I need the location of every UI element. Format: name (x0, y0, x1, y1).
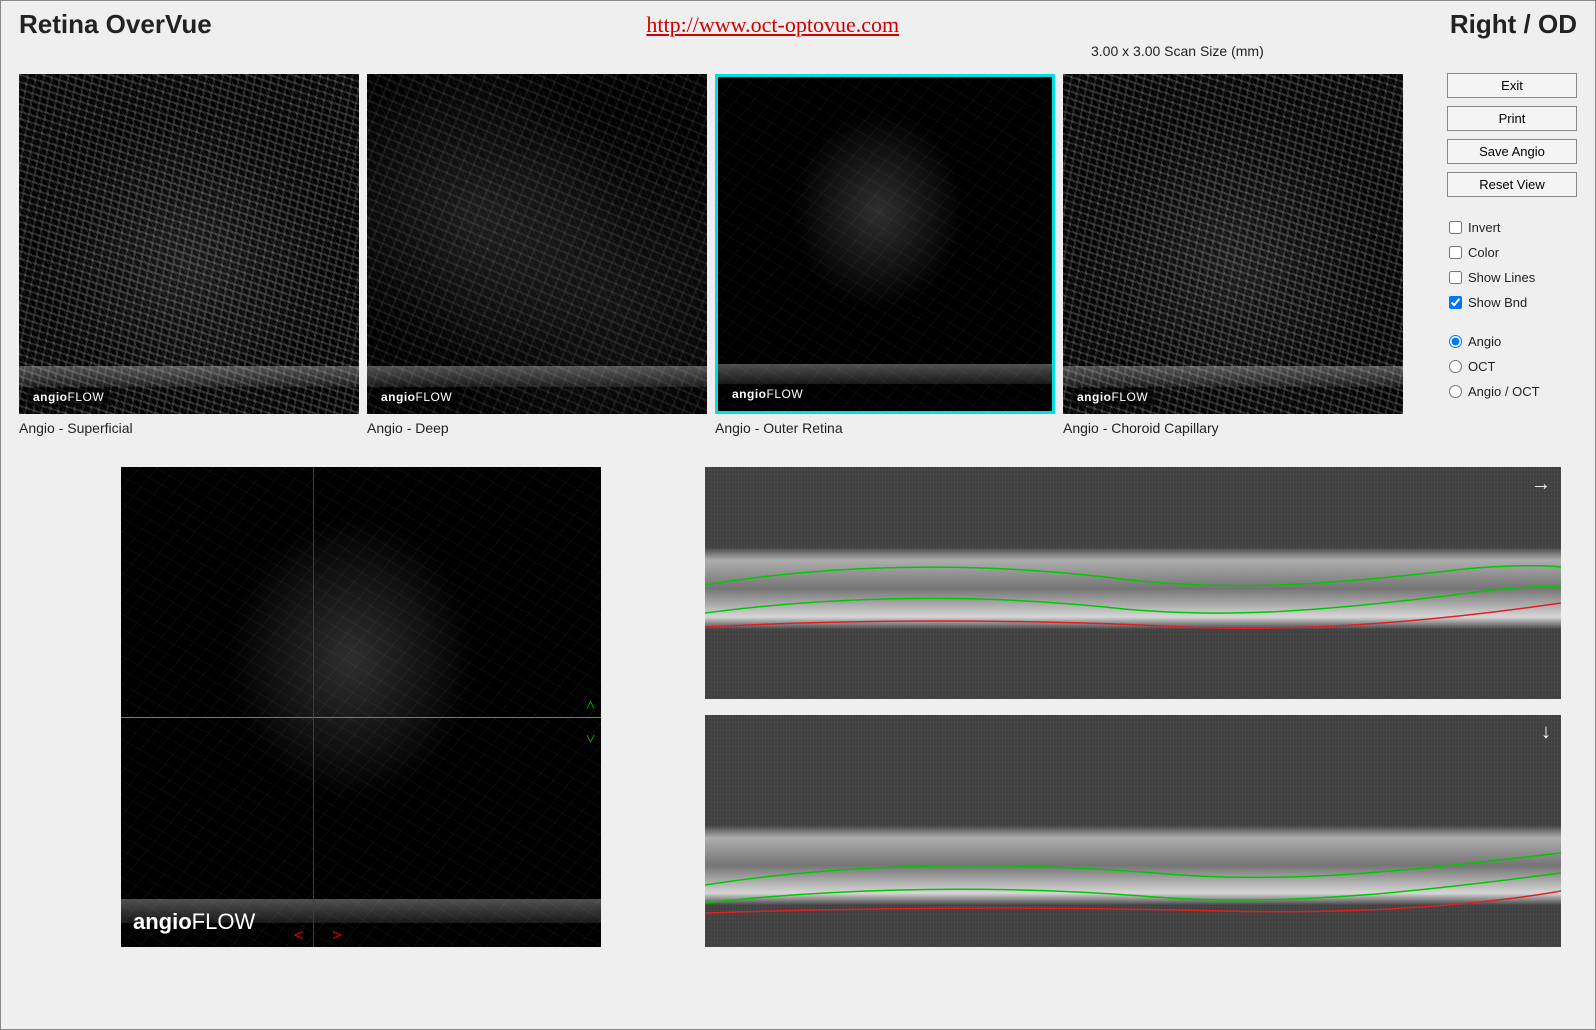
watermark: angioFLOW (375, 388, 458, 406)
thumbnail-row: angioFLOW Angio - Superficial angioFLOW Ang… (1, 74, 1595, 436)
thumbnail-label: Angio - Superficial (19, 420, 359, 436)
radio-input[interactable] (1449, 335, 1462, 348)
checkbox-label: Show Bnd (1468, 295, 1527, 310)
vessel-texture (367, 74, 707, 414)
scan-size-label: 3.00 x 3.00 Scan Size (mm) (1091, 43, 1264, 59)
radio-input[interactable] (1449, 360, 1462, 373)
vessel-texture (121, 467, 601, 947)
vessel-texture (1063, 74, 1403, 414)
checkbox-invert[interactable]: Invert (1447, 219, 1577, 236)
checkbox-label: Show Lines (1468, 270, 1535, 285)
thumbnail-3[interactable]: angioFLOW (1063, 74, 1403, 414)
thumbnail-label: Angio - Choroid Capillary (1063, 420, 1403, 436)
move-left-icon[interactable]: < (294, 927, 304, 943)
rpe-band (1063, 366, 1403, 386)
enface-large[interactable]: ˄ ˅ < > angioFLOW (121, 467, 601, 947)
source-link[interactable]: http://www.oct-optovue.com (646, 12, 899, 38)
checkbox-input[interactable] (1449, 271, 1462, 284)
print-button[interactable]: Print (1447, 106, 1577, 131)
move-down-icon[interactable]: ˅ (586, 731, 595, 747)
radio-angio[interactable]: Angio (1447, 333, 1577, 350)
checkbox-input[interactable] (1449, 296, 1462, 309)
page-title: Retina OverVue (19, 9, 212, 40)
exit-button[interactable]: Exit (1447, 73, 1577, 98)
bscan-horizontal[interactable]: → (705, 467, 1561, 699)
thumbnail-label: Angio - Outer Retina (715, 420, 1055, 436)
thumbnail-cell: angioFLOW Angio - Superficial (19, 74, 359, 436)
crosshair-vertical[interactable] (313, 467, 314, 947)
direction-arrow-icon: ↓ (1541, 721, 1551, 744)
vessel-texture (718, 77, 1052, 411)
checkbox-input[interactable] (1449, 221, 1462, 234)
watermark: angioFLOW (133, 909, 255, 935)
crosshair-horizontal[interactable] (121, 717, 601, 718)
thumbnail-0[interactable]: angioFLOW (19, 74, 359, 414)
vessel-texture (19, 74, 359, 414)
thumbnail-1[interactable]: angioFLOW (367, 74, 707, 414)
retina-band (705, 826, 1561, 905)
checkbox-color[interactable]: Color (1447, 244, 1577, 261)
thumbnail-cell: angioFLOW Angio - Choroid Capillary (1063, 74, 1403, 436)
checkbox-show-bnd[interactable]: Show Bnd (1447, 294, 1577, 311)
direction-arrow-icon: → (1531, 473, 1551, 496)
thumbnail-cell: angioFLOW Angio - Deep (367, 74, 707, 436)
watermark: angioFLOW (27, 388, 110, 406)
checkbox-label: Color (1468, 245, 1499, 260)
thumbnail-cell: angioFLOW Angio - Outer Retina (715, 74, 1055, 436)
radio-oct[interactable]: OCT (1447, 358, 1577, 375)
checkbox-show-lines[interactable]: Show Lines (1447, 269, 1577, 286)
radio-label: Angio (1468, 334, 1501, 349)
watermark: angioFLOW (1071, 388, 1154, 406)
move-up-icon[interactable]: ˄ (586, 697, 595, 713)
radio-label: Angio / OCT (1468, 384, 1540, 399)
watermark: angioFLOW (726, 385, 809, 403)
save-angio-button[interactable]: Save Angio (1447, 139, 1577, 164)
bscan-vertical[interactable]: ↓ (705, 715, 1561, 947)
header: Retina OverVue http://www.oct-optovue.co… (1, 1, 1595, 44)
checkbox-label: Invert (1468, 220, 1501, 235)
reset-view-button[interactable]: Reset View (1447, 172, 1577, 197)
thumbnail-2[interactable]: angioFLOW (715, 74, 1055, 414)
bottom-area: ˄ ˅ < > angioFLOW → ↓ (1, 467, 1595, 1027)
radio-angio-oct[interactable]: Angio / OCT (1447, 383, 1577, 400)
eye-label: Right / OD (1450, 9, 1577, 40)
checkbox-input[interactable] (1449, 246, 1462, 259)
move-right-icon[interactable]: > (332, 927, 342, 943)
radio-label: OCT (1468, 359, 1495, 374)
radio-input[interactable] (1449, 385, 1462, 398)
rpe-band (367, 366, 707, 386)
rpe-band (718, 364, 1052, 384)
thumbnail-label: Angio - Deep (367, 420, 707, 436)
controls-panel: Exit Print Save Angio Reset View Invert Color… (1447, 73, 1577, 400)
retina-band (705, 548, 1561, 629)
rpe-band (19, 366, 359, 386)
